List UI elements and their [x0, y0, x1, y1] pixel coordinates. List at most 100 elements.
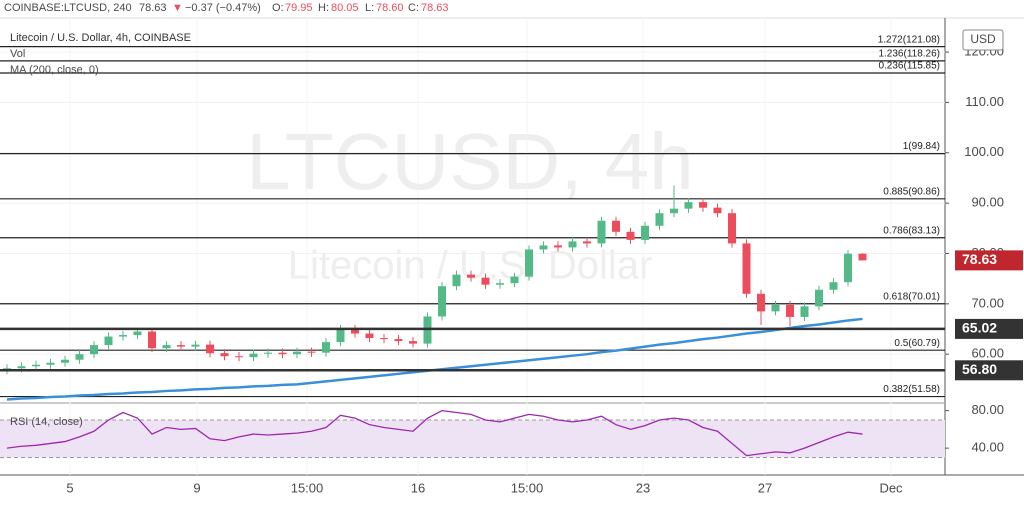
candle-body — [742, 243, 751, 294]
fib-label: 1(99.84) — [903, 141, 940, 152]
fib-label: 0.382(51.58) — [883, 384, 940, 395]
fib-label: 1.272(121.08) — [878, 34, 940, 45]
last-price: 78.63 — [139, 2, 167, 14]
candle-body — [191, 344, 200, 347]
candle-body — [452, 274, 461, 287]
legend-title: Litecoin / U.S. Dollar, 4h, COINBASE — [10, 32, 191, 44]
candle-body — [61, 359, 69, 363]
l-key: L: — [365, 2, 374, 14]
x-tick-label: 9 — [193, 480, 200, 495]
candle-body — [162, 345, 171, 349]
candle-body — [858, 253, 867, 261]
legend-vol: Vol — [10, 48, 25, 60]
candle-body — [409, 341, 417, 344]
x-tick-label: 15:00 — [511, 480, 544, 495]
plot: 60.0070.0080.0090.00100.00110.00120.0059… — [0, 18, 1023, 495]
candle-body — [829, 282, 838, 290]
candle-body — [496, 283, 504, 285]
y-tick-label: 100.00 — [964, 144, 1004, 159]
candle-body — [684, 202, 693, 209]
y-tick-label: 60.00 — [971, 346, 1004, 361]
candle-body — [699, 202, 707, 208]
candle-body — [90, 345, 98, 355]
h-value: 80.05 — [331, 2, 359, 14]
candle-body — [17, 366, 26, 369]
candle-body — [351, 329, 359, 334]
arrow: ▼ — [172, 2, 183, 14]
fib-label: 0.236(115.85) — [878, 61, 940, 72]
y-tick-label: 110.00 — [965, 94, 1004, 109]
candle-body — [641, 225, 649, 240]
candle-body — [293, 351, 301, 355]
candle-body — [322, 342, 330, 353]
candle-body — [815, 289, 823, 307]
watermark-symbol: LTCUSD, 4h — [246, 117, 694, 206]
candle-body — [46, 362, 55, 365]
rsi-line — [6, 409, 863, 457]
candle-body — [539, 245, 548, 250]
candle-body — [148, 331, 156, 349]
candle-body — [467, 274, 475, 278]
l-value: 78.60 — [376, 2, 404, 14]
candle-body — [612, 220, 620, 232]
candle-body — [133, 331, 142, 336]
candle-body — [597, 220, 606, 244]
watermark: LTCUSD, 4h Litecoin / U.S. Dollar — [246, 117, 694, 287]
c-key: C: — [408, 2, 419, 14]
y-tick-label: 90.00 — [971, 195, 1004, 210]
candle-body — [438, 286, 446, 317]
candle-body — [771, 304, 780, 312]
o-value: 79.95 — [285, 2, 313, 14]
candle-body — [75, 354, 84, 360]
candle-body — [757, 293, 765, 312]
watermark-name: Litecoin / U.S. Dollar — [288, 244, 653, 288]
fib-label: 0.618(70.01) — [883, 291, 940, 302]
candle-body — [525, 249, 533, 277]
candle-body — [235, 356, 243, 358]
fib-label: 0.5(60.79) — [894, 338, 940, 349]
price-label: 56.80 — [962, 361, 997, 377]
currency-box[interactable] — [962, 29, 1004, 51]
candle-body — [670, 208, 678, 214]
candle-body — [32, 364, 40, 367]
candle-body — [568, 241, 577, 248]
currency[interactable]: USD — [970, 32, 996, 46]
price-label-box — [955, 250, 1023, 271]
candle-body — [380, 338, 388, 340]
candle-body — [583, 241, 591, 244]
candle-body — [800, 306, 809, 317]
x-tick-label: 15:00 — [291, 480, 324, 495]
y-tick-label: 70.00 — [971, 295, 1004, 310]
candle-body — [554, 245, 562, 248]
candle-body — [206, 344, 214, 354]
x-tick-label: 5 — [66, 480, 73, 495]
o-key: O: — [272, 2, 284, 14]
candle-body — [844, 253, 852, 283]
x-tick-label: 23 — [636, 480, 650, 495]
candle-body — [307, 351, 316, 353]
fib-label: 1.236(118.26) — [878, 48, 940, 59]
candle-body — [713, 207, 722, 214]
candle-body — [104, 336, 113, 346]
candle-body — [278, 352, 287, 355]
symbol: COINBASE:LTCUSD, 240 — [4, 2, 132, 14]
legend-ma: MA (200, close, 0) — [10, 64, 99, 76]
change: −0.37 (−0.47%) — [185, 2, 261, 14]
rsi-label: RSI (14, close) — [10, 416, 83, 428]
price-label: 65.02 — [962, 320, 997, 336]
c-value: 78.63 — [421, 2, 449, 14]
rsi-tick-label: 40.00 — [971, 440, 1004, 455]
header: COINBASE:LTCUSD, 240 78.63 ▼ −0.37 (−0.4… — [4, 2, 449, 14]
candle-body — [626, 231, 635, 240]
candle-body — [728, 213, 736, 244]
rsi-band — [0, 420, 945, 458]
h-key: H: — [318, 2, 329, 14]
price-label-box — [955, 318, 1023, 339]
x-tick-label: Dec — [879, 480, 903, 495]
candle-body — [249, 353, 258, 358]
rsi-tick-label: 80.00 — [971, 402, 1004, 417]
candle-body — [510, 276, 519, 284]
price-label: 78.63 — [962, 251, 997, 267]
candle-body — [481, 277, 490, 285]
